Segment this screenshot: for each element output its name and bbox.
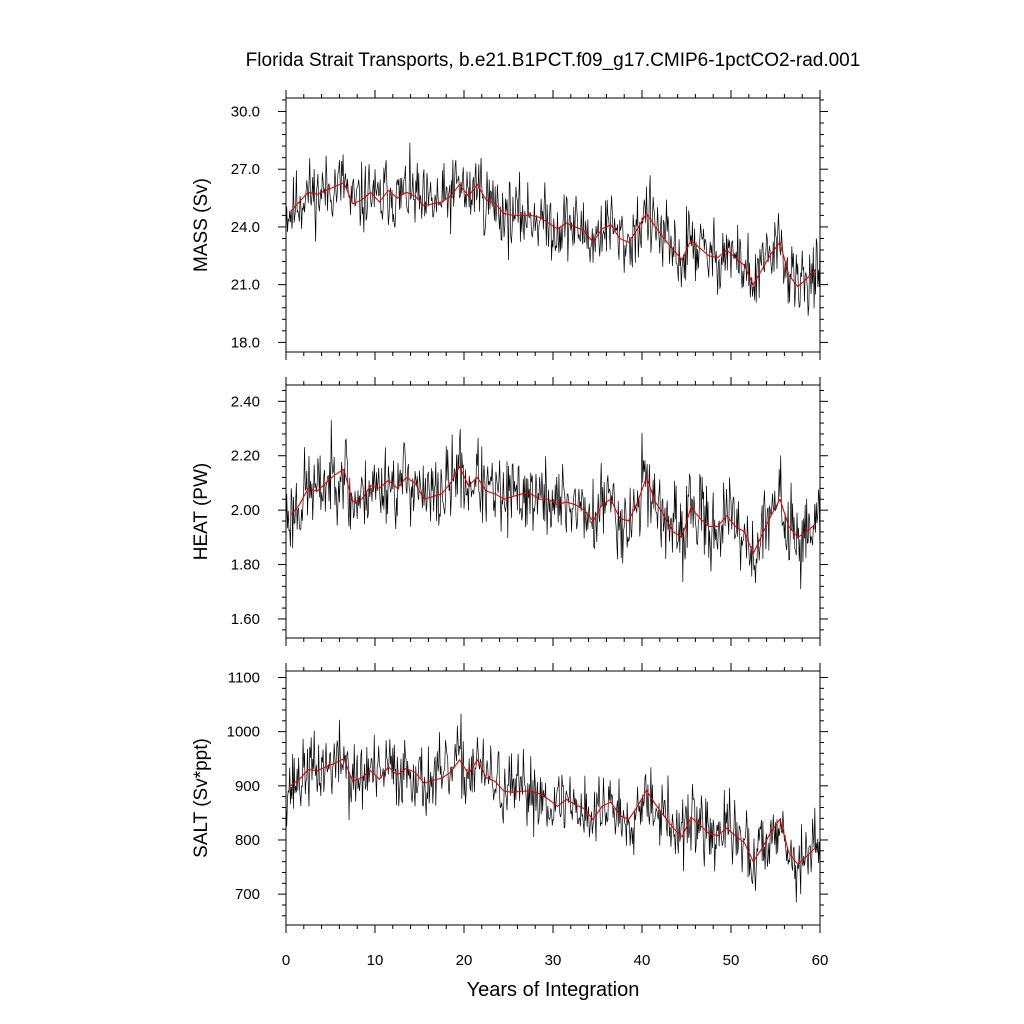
x-tick-label: 60	[812, 952, 829, 969]
heat-y-tick-label: 2.40	[231, 393, 260, 410]
mass-y-tick-label: 21.0	[231, 277, 260, 294]
heat-y-tick-label: 2.20	[231, 448, 260, 465]
mass-y-axis-label: MASS (Sv)	[191, 178, 212, 272]
heat-monthly-series	[286, 420, 820, 590]
salt-panel: 700 800 900 1000 1100 SALT (Sv*ppt)	[191, 663, 828, 933]
salt-plot-frame	[285, 670, 821, 926]
mass-annual-series	[290, 181, 816, 288]
salt-y-tick-label: 900	[235, 778, 260, 795]
heat-y-tick-label: 1.80	[231, 557, 260, 574]
heat-y-tick-label: 2.00	[231, 502, 260, 519]
x-axis-label: Years of Integration	[467, 979, 640, 1001]
x-tick-labels: 0 10 20 30 40 50 60	[282, 952, 829, 969]
salt-monthly-series	[286, 713, 820, 903]
x-tick-label: 0	[282, 952, 290, 969]
chart-title: Florida Strait Transports, b.e21.B1PCT.f…	[246, 50, 861, 71]
salt-y-axis-label: SALT (Sv*ppt)	[191, 738, 212, 858]
mass-y-tick-label: 30.0	[231, 103, 260, 120]
heat-y-axis-label: HEAT (PW)	[191, 463, 212, 560]
mass-y-tick-label: 18.0	[231, 334, 260, 351]
mass-plot-frame	[285, 97, 821, 353]
x-tick-label: 40	[634, 952, 651, 969]
x-tick-label: 20	[456, 952, 473, 969]
salt-annual-series	[290, 757, 816, 866]
heat-y-tick-label: 1.60	[231, 611, 260, 628]
mass-panel: 18.0 21.0 24.0 27.0 30.0 MASS (Sv)	[191, 90, 828, 360]
heat-panel: 1.60 1.80 2.00 2.20 2.40 HEAT (PW)	[191, 377, 828, 646]
mass-y-tick-label: 24.0	[231, 219, 260, 236]
x-tick-label: 10	[367, 952, 384, 969]
heat-plot-frame	[285, 384, 821, 639]
mass-monthly-series	[286, 142, 820, 316]
x-tick-label: 30	[545, 952, 562, 969]
salt-y-tick-label: 800	[235, 832, 260, 849]
salt-y-tick-label: 700	[235, 886, 260, 903]
salt-y-tick-label: 1000	[227, 724, 260, 741]
x-tick-label: 50	[723, 952, 740, 969]
mass-y-tick-label: 27.0	[231, 161, 260, 178]
salt-y-tick-label: 1100	[228, 669, 260, 686]
heat-annual-series	[290, 465, 816, 556]
